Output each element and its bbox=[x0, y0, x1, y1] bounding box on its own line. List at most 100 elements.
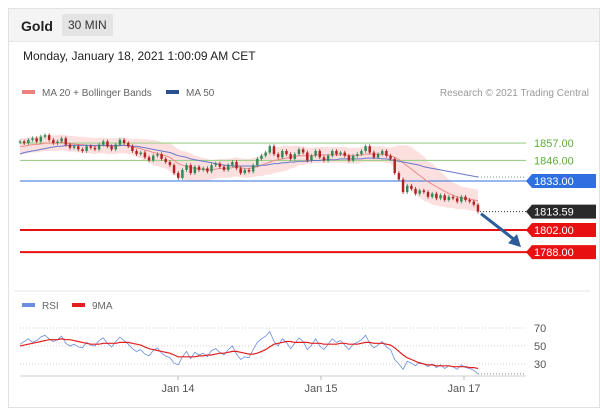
candle-body-66 bbox=[293, 154, 297, 159]
candle-body-30 bbox=[143, 152, 147, 158]
candle-body-109 bbox=[472, 201, 476, 205]
candle-body-82 bbox=[360, 150, 363, 155]
candle-body-93 bbox=[405, 185, 409, 193]
rsi-panel: 70 50 30 bbox=[19, 323, 546, 375]
candle-body-57 bbox=[256, 158, 259, 166]
candle-body-54 bbox=[243, 169, 247, 174]
rsi-tick-30: 30 bbox=[534, 359, 546, 371]
candle-body-19 bbox=[97, 144, 101, 150]
rsi-series-RSI bbox=[19, 330, 479, 375]
candle-body-83 bbox=[364, 146, 367, 151]
x-tick-label-2: Jan 17 bbox=[447, 383, 480, 395]
candle-body-65 bbox=[289, 154, 292, 159]
level-tag-1802.00 bbox=[526, 223, 596, 237]
candle-body-88 bbox=[385, 150, 388, 156]
candle-body-50 bbox=[226, 165, 230, 170]
legend-rsi: RSI 9MA bbox=[22, 301, 113, 312]
candle-body-55 bbox=[247, 169, 251, 172]
candle-body-23 bbox=[114, 144, 118, 150]
candle-body-34 bbox=[160, 154, 163, 159]
candle-body-104 bbox=[451, 196, 455, 199]
last-price-tag bbox=[526, 204, 596, 219]
candle-body-22 bbox=[110, 146, 113, 150]
candle-body-28 bbox=[135, 150, 138, 155]
legend-label-1: MA 50 bbox=[186, 88, 215, 99]
level-label-1788.00: 1788.00 bbox=[534, 247, 574, 259]
interval-badge[interactable]: 30 MIN bbox=[62, 14, 113, 36]
level-label-1846.00: 1846.00 bbox=[534, 155, 574, 167]
candle-body-107 bbox=[464, 196, 467, 200]
candle-body-64 bbox=[285, 150, 288, 155]
candle-body-0 bbox=[18, 141, 22, 143]
level-tag-1833.00 bbox=[526, 174, 596, 188]
candle-body-95 bbox=[414, 188, 417, 194]
candle-body-12 bbox=[68, 144, 72, 148]
x-tick-label-0: Jan 14 bbox=[161, 383, 194, 395]
candle-body-100 bbox=[435, 193, 438, 199]
candle-body-96 bbox=[418, 190, 421, 194]
candle-body-14 bbox=[77, 146, 80, 150]
candle-body-60 bbox=[268, 146, 272, 153]
credit-text: Research © 2021 Trading Central bbox=[440, 88, 589, 99]
candle-body-27 bbox=[131, 146, 134, 151]
legend-main: MA 20 + Bollinger Bands MA 50 bbox=[22, 88, 215, 99]
legend-label-0: MA 20 + Bollinger Bands bbox=[42, 88, 152, 99]
level-tag-1788.00 bbox=[526, 245, 596, 260]
candle-body-101 bbox=[439, 195, 442, 199]
candle-body-5 bbox=[39, 136, 43, 142]
candle-body-79 bbox=[347, 155, 351, 161]
candle-body-90 bbox=[393, 158, 396, 174]
candle-body-38 bbox=[176, 173, 180, 178]
candle-body-42 bbox=[193, 166, 197, 174]
candle-body-20 bbox=[102, 141, 105, 145]
level-label-1857.00: 1857.00 bbox=[534, 138, 574, 150]
candle-body-75 bbox=[331, 150, 334, 156]
candle-body-94 bbox=[410, 185, 413, 189]
rsi-tick-50: 50 bbox=[534, 341, 546, 353]
candle-body-44 bbox=[201, 168, 205, 170]
candle-body-43 bbox=[197, 166, 201, 170]
chart-widget: Gold 30 MIN Monday, January 18, 2021 1:0… bbox=[8, 8, 600, 408]
candle-body-85 bbox=[372, 152, 376, 158]
candle-body-77 bbox=[339, 152, 342, 155]
candle-body-16 bbox=[85, 146, 88, 151]
candle-body-25 bbox=[122, 139, 126, 144]
rsi-legend-swatch-0 bbox=[22, 303, 35, 307]
candle-body-68 bbox=[301, 149, 305, 153]
candle-body-26 bbox=[127, 143, 130, 147]
level-label-1833.00: 1833.00 bbox=[534, 176, 574, 188]
candle-body-13 bbox=[72, 146, 76, 148]
candle-body-74 bbox=[326, 155, 330, 161]
candle-body-39 bbox=[181, 169, 184, 178]
candle-body-102 bbox=[443, 195, 446, 200]
candle-body-53 bbox=[239, 168, 242, 174]
candle-body-99 bbox=[430, 193, 434, 197]
candle-body-106 bbox=[460, 196, 463, 202]
rsi-series-9MA bbox=[19, 338, 479, 370]
candle-body-62 bbox=[276, 154, 280, 158]
candle-body-2 bbox=[27, 139, 30, 144]
forecast-arrow-head bbox=[508, 234, 521, 248]
candle-body-48 bbox=[218, 163, 222, 167]
candles bbox=[18, 133, 480, 214]
candle-body-91 bbox=[397, 173, 401, 180]
candle-body-7 bbox=[47, 135, 51, 140]
x-axis: Jan 14 Jan 15 Jan 17 bbox=[20, 375, 526, 395]
candle-body-45 bbox=[206, 168, 209, 172]
candle-body-70 bbox=[310, 155, 313, 161]
rsi-tick-70: 70 bbox=[534, 323, 546, 335]
level-label-1802.00: 1802.00 bbox=[534, 225, 574, 237]
candle-body-84 bbox=[368, 146, 371, 153]
candle-body-108 bbox=[468, 199, 471, 202]
candle-body-31 bbox=[147, 157, 151, 161]
candle-body-41 bbox=[189, 165, 192, 174]
candle-body-80 bbox=[351, 155, 355, 161]
candle-body-36 bbox=[168, 162, 172, 166]
candle-body-33 bbox=[156, 154, 159, 156]
candle-body-87 bbox=[380, 150, 384, 155]
candle-body-78 bbox=[343, 152, 347, 156]
candle-body-105 bbox=[455, 198, 459, 202]
candle-body-89 bbox=[389, 155, 392, 159]
candle-body-67 bbox=[297, 149, 301, 155]
